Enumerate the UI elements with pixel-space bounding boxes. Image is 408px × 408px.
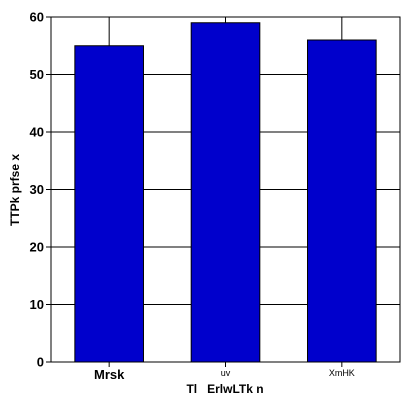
x-axis-ticks: Mrsk uv XmHK (94, 362, 355, 382)
bar-uv (190, 22, 261, 363)
y-tick-label: 40 (30, 125, 44, 140)
y-tick-label: 60 (30, 10, 44, 25)
bar-xmhk (307, 39, 377, 363)
y-tick-label: 10 (30, 297, 44, 312)
y-tick-label: 20 (30, 240, 44, 255)
bar-mrsk (74, 45, 144, 363)
x-tick-label: XmHK (329, 368, 355, 378)
bars (74, 22, 377, 363)
y-axis-ticks: 0 10 20 30 40 50 60 (30, 10, 51, 370)
y-axis-title: TTPk prfse x (8, 154, 22, 226)
x-tick-label: uv (221, 368, 231, 378)
x-axis-title: Tl ErlwLTk n (186, 382, 263, 396)
y-tick-label: 50 (30, 67, 44, 82)
x-tick-label: Mrsk (94, 367, 125, 382)
y-tick-label: 30 (30, 182, 44, 197)
y-tick-label: 0 (37, 355, 44, 370)
